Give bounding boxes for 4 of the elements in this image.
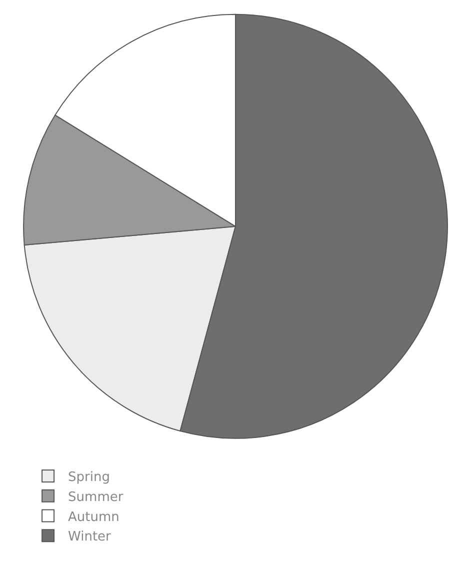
legend-label: Spring [68, 470, 110, 486]
legend-label: Winter [68, 530, 112, 545]
legend-label: Summer [68, 490, 124, 505]
legend-label: Autumn [68, 510, 120, 525]
